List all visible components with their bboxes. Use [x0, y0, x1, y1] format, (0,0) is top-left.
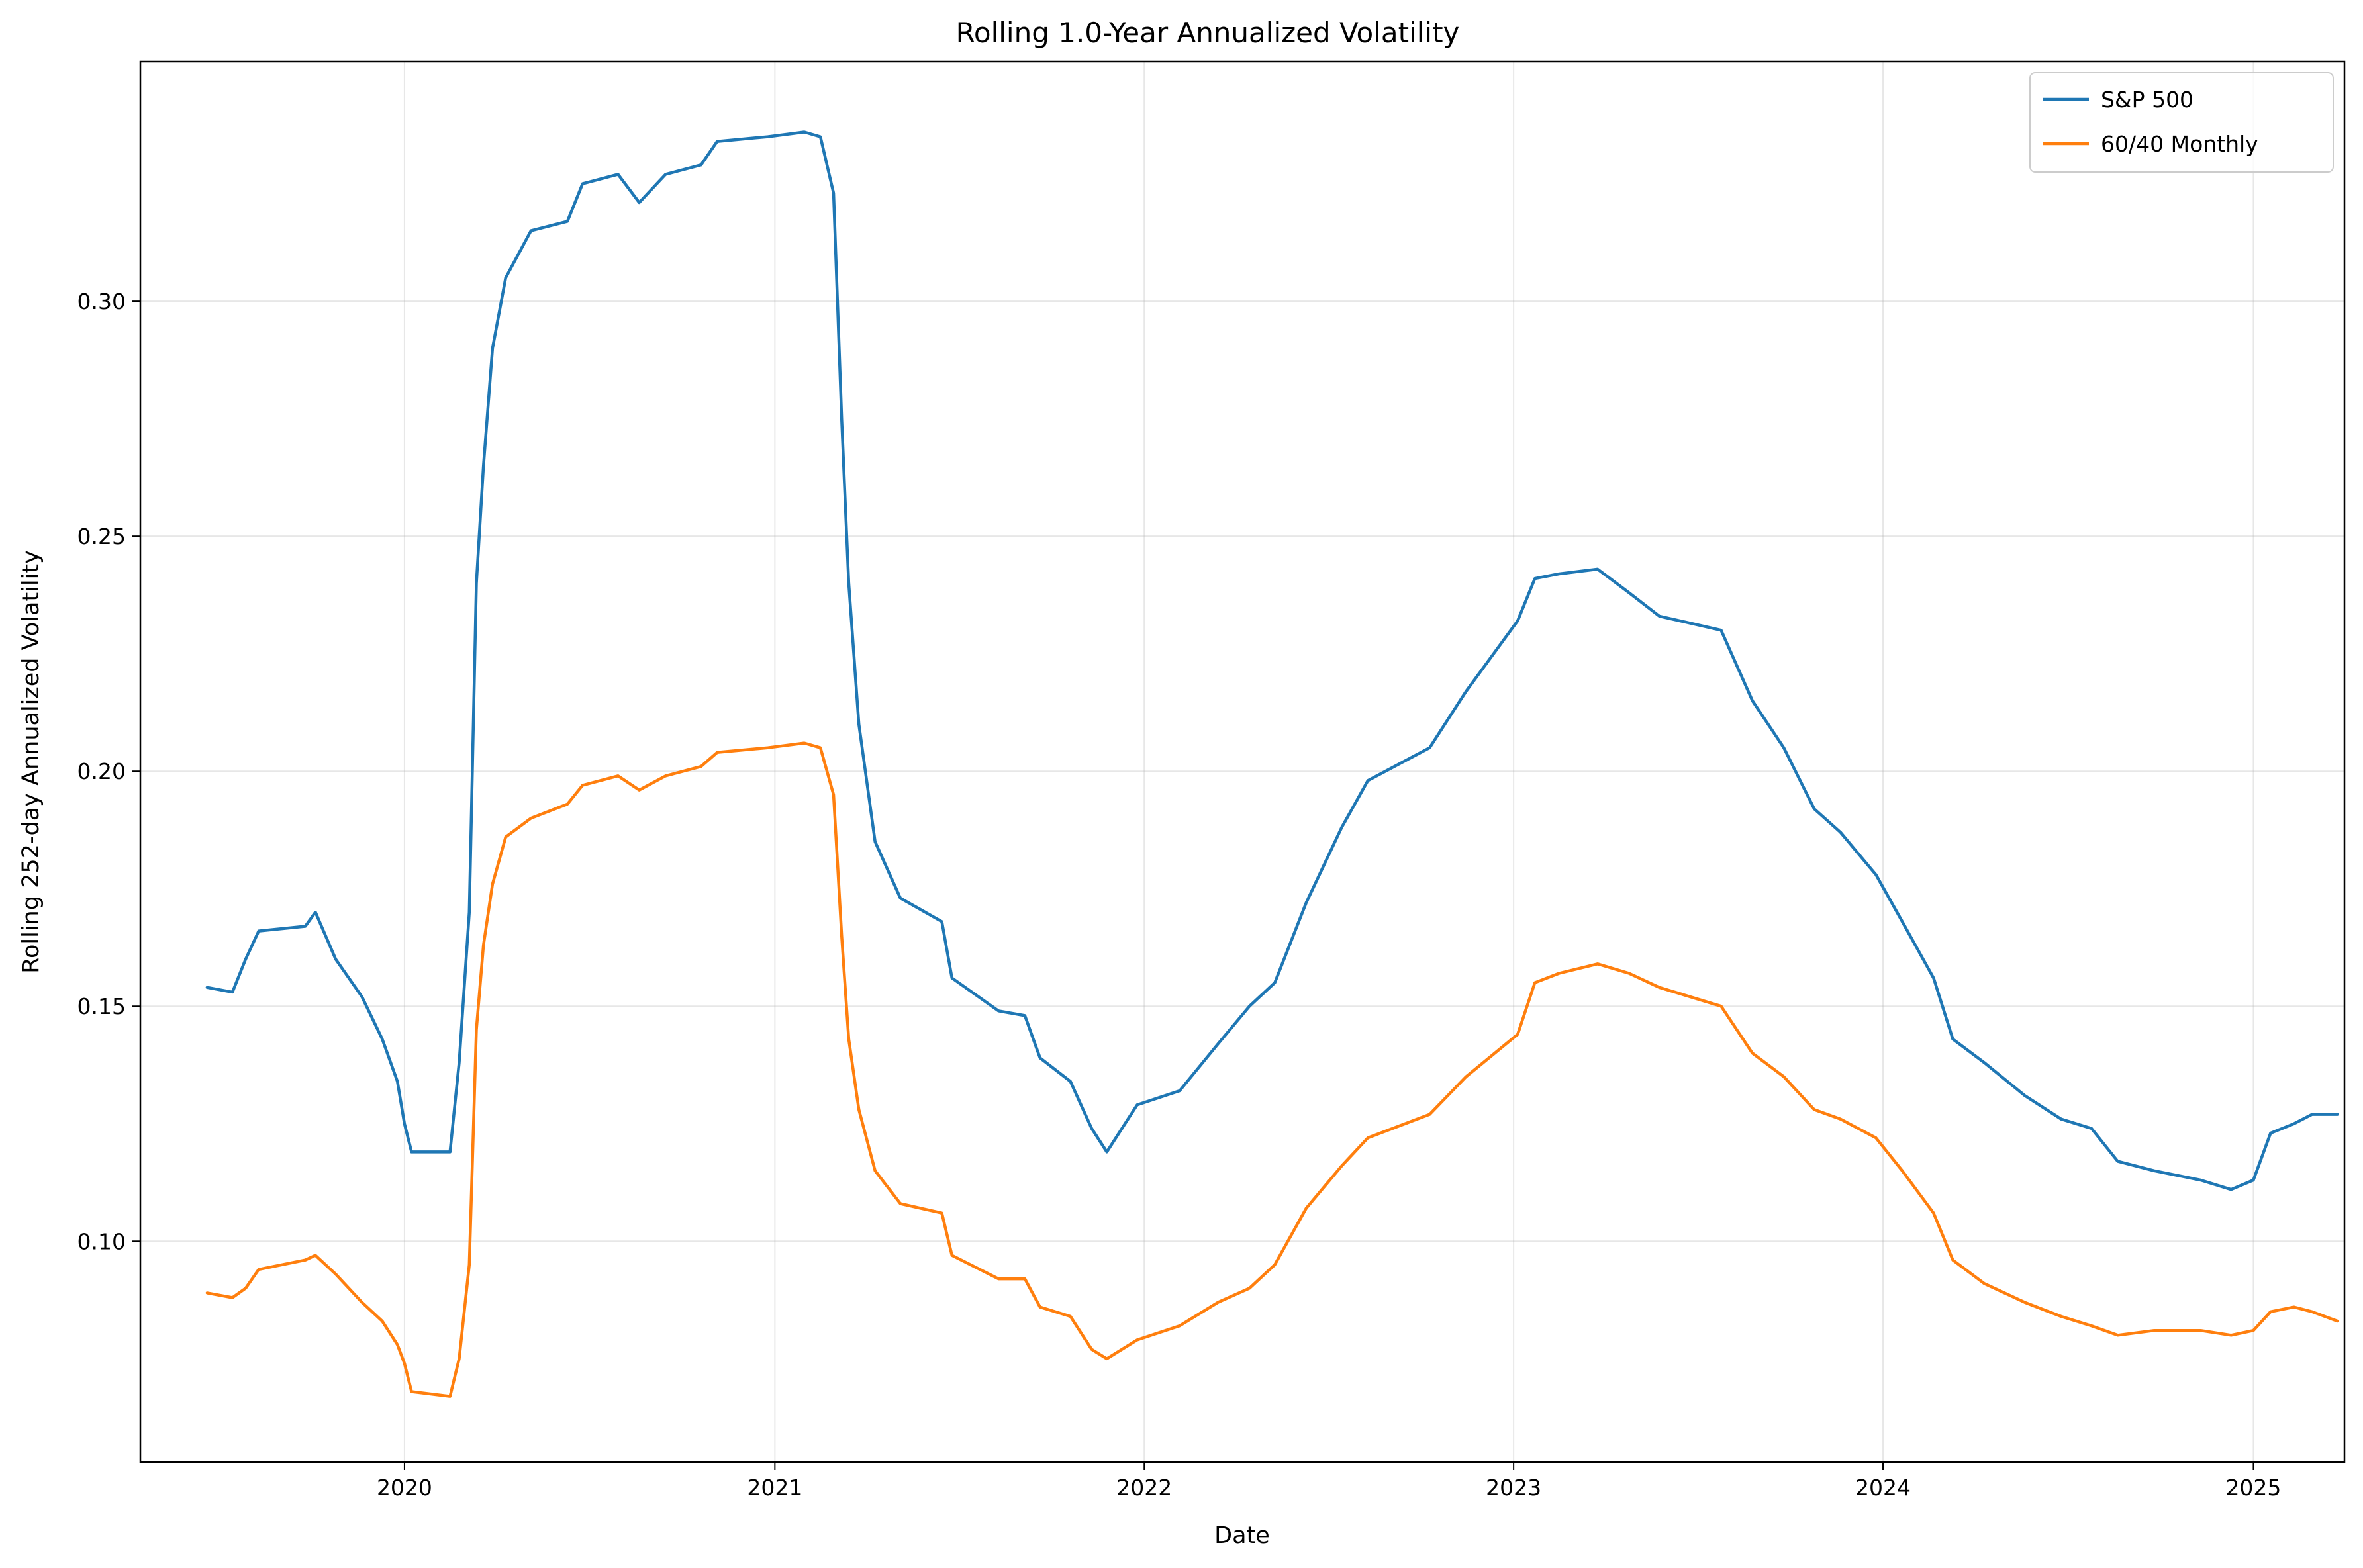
series-line-6040 — [205, 741, 2339, 1398]
x-tick-label: 2020 — [377, 1475, 432, 1500]
y-tick-label: 0.30 — [77, 289, 126, 314]
series-line-sp500 — [205, 130, 2339, 1191]
y-tick-label: 0.25 — [77, 524, 126, 549]
series-layer — [205, 130, 2339, 1398]
x-tick-label: 2023 — [1486, 1475, 1541, 1500]
x-axis-label: Date — [1214, 1522, 1270, 1549]
x-tick-label: 2024 — [1855, 1475, 1911, 1500]
x-axis: 2020 2021 2022 2023 2024 2025 — [377, 1462, 2281, 1500]
plot-frame — [139, 60, 2346, 1463]
x-tick-label: 2022 — [1116, 1475, 1172, 1500]
y-tick-label: 0.15 — [77, 993, 126, 1019]
y-tick-label: 0.20 — [77, 759, 126, 784]
y-tick-label: 0.10 — [77, 1228, 126, 1254]
y-axis: 0.10 0.15 0.20 0.25 0.30 — [77, 289, 140, 1254]
legend-label-6040: 60/40 Monthly — [2101, 131, 2258, 157]
chart-title: Rolling 1.0-Year Annualized Volatility — [956, 17, 1460, 49]
x-grid — [403, 62, 2254, 1462]
legend-label-sp500: S&P 500 — [2101, 87, 2194, 113]
legend: S&P 500 60/40 Monthly — [2029, 72, 2334, 173]
y-axis-label: Rolling 252-day Annualized Volatility — [18, 550, 44, 974]
y-grid — [140, 300, 2344, 1242]
legend-box — [2029, 72, 2334, 173]
x-tick-label: 2021 — [747, 1475, 802, 1500]
x-tick-label: 2025 — [2225, 1475, 2281, 1500]
